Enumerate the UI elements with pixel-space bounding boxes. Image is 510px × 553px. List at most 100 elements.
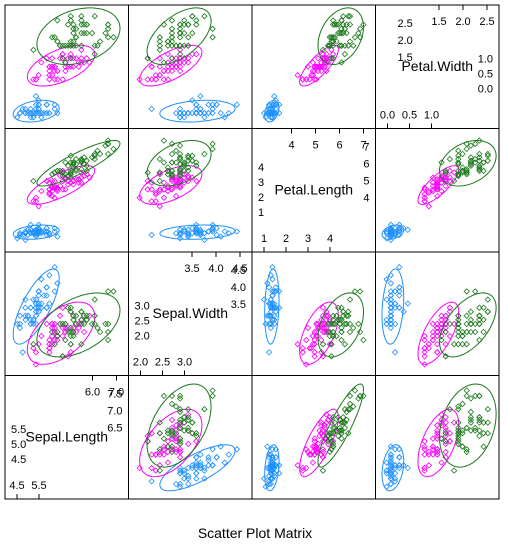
data-point bbox=[43, 101, 50, 108]
data-point bbox=[467, 142, 475, 149]
data-point bbox=[209, 446, 216, 453]
data-point bbox=[181, 59, 188, 66]
data-point bbox=[83, 167, 90, 175]
data-point bbox=[346, 21, 354, 28]
data-point bbox=[338, 25, 345, 32]
data-point bbox=[46, 191, 53, 198]
data-point bbox=[336, 316, 344, 323]
data-point bbox=[267, 480, 274, 488]
data-point bbox=[176, 67, 184, 75]
left-tick-label: 5.5 bbox=[11, 424, 26, 436]
data-point bbox=[314, 55, 322, 62]
data-point bbox=[272, 446, 279, 453]
data-point bbox=[476, 432, 483, 440]
data-point bbox=[38, 276, 45, 283]
data-point bbox=[421, 332, 428, 340]
data-point bbox=[102, 142, 109, 149]
data-point bbox=[80, 312, 88, 319]
data-point bbox=[160, 67, 168, 75]
data-point bbox=[72, 312, 80, 319]
data-point bbox=[160, 159, 168, 166]
data-point bbox=[434, 181, 441, 188]
data-point bbox=[46, 186, 53, 193]
data-point bbox=[181, 467, 188, 474]
data-point bbox=[80, 172, 88, 180]
data-point bbox=[176, 167, 184, 175]
data-point bbox=[185, 157, 192, 164]
data-point bbox=[160, 59, 168, 66]
data-point bbox=[80, 29, 88, 37]
data-point bbox=[59, 172, 66, 180]
data-point bbox=[185, 480, 192, 488]
data-point bbox=[396, 228, 403, 235]
data-point bbox=[438, 332, 445, 340]
data-point bbox=[48, 72, 56, 79]
data-point bbox=[96, 38, 104, 45]
data-point bbox=[48, 192, 56, 200]
data-point bbox=[463, 341, 470, 348]
data-point bbox=[38, 114, 45, 121]
data-point bbox=[172, 159, 180, 166]
data-point bbox=[30, 109, 37, 117]
confidence-ellipse bbox=[299, 301, 339, 365]
data-point bbox=[102, 320, 109, 328]
data-point bbox=[346, 328, 354, 336]
data-point bbox=[185, 21, 192, 28]
data-point bbox=[269, 467, 276, 474]
confidence-ellipse bbox=[146, 383, 212, 468]
data-point bbox=[91, 312, 98, 319]
chart-title: Scatter Plot Matrix bbox=[198, 525, 312, 541]
data-point bbox=[176, 55, 184, 62]
data-point bbox=[176, 155, 184, 163]
data-point bbox=[328, 430, 335, 437]
confidence-ellipse bbox=[146, 140, 212, 187]
right-tick-label: 2.0 bbox=[398, 35, 413, 47]
data-point bbox=[56, 182, 64, 190]
data-point bbox=[70, 29, 77, 37]
data-point bbox=[156, 419, 163, 426]
data-point bbox=[67, 13, 74, 20]
data-point bbox=[476, 416, 483, 424]
data-point bbox=[22, 228, 29, 235]
left-tick-label: 4 bbox=[258, 162, 264, 174]
data-point bbox=[336, 416, 344, 424]
data-point bbox=[168, 172, 176, 180]
data-point bbox=[176, 50, 184, 58]
data-point bbox=[341, 320, 349, 328]
data-point bbox=[78, 157, 85, 164]
data-point bbox=[480, 419, 487, 426]
data-point bbox=[383, 230, 390, 237]
data-point bbox=[94, 42, 101, 49]
data-point bbox=[438, 459, 445, 466]
data-point bbox=[59, 177, 66, 185]
data-point bbox=[311, 76, 318, 83]
data-point bbox=[294, 341, 301, 348]
data-point bbox=[396, 284, 403, 291]
data-point bbox=[383, 467, 390, 474]
data-point bbox=[328, 341, 335, 348]
data-point bbox=[356, 328, 364, 336]
data-point bbox=[311, 328, 318, 336]
data-point bbox=[476, 316, 483, 323]
data-point bbox=[264, 280, 271, 287]
data-point bbox=[96, 328, 104, 336]
data-point bbox=[455, 159, 462, 166]
data-point bbox=[272, 97, 279, 104]
data-point bbox=[48, 34, 56, 41]
data-point bbox=[450, 467, 458, 474]
confidence-ellipse bbox=[264, 99, 280, 123]
confidence-ellipse bbox=[381, 444, 405, 492]
data-point bbox=[205, 454, 212, 461]
data-point bbox=[30, 198, 37, 205]
data-point bbox=[309, 443, 317, 450]
data-point bbox=[136, 76, 143, 83]
data-point bbox=[40, 292, 48, 299]
data-point bbox=[168, 34, 176, 41]
data-point bbox=[318, 336, 325, 344]
data-point bbox=[27, 304, 34, 311]
data-point bbox=[329, 50, 337, 58]
right-tick-label: 6.5 bbox=[107, 423, 122, 435]
data-point bbox=[225, 451, 232, 458]
data-point bbox=[442, 328, 449, 336]
data-point bbox=[225, 109, 232, 117]
